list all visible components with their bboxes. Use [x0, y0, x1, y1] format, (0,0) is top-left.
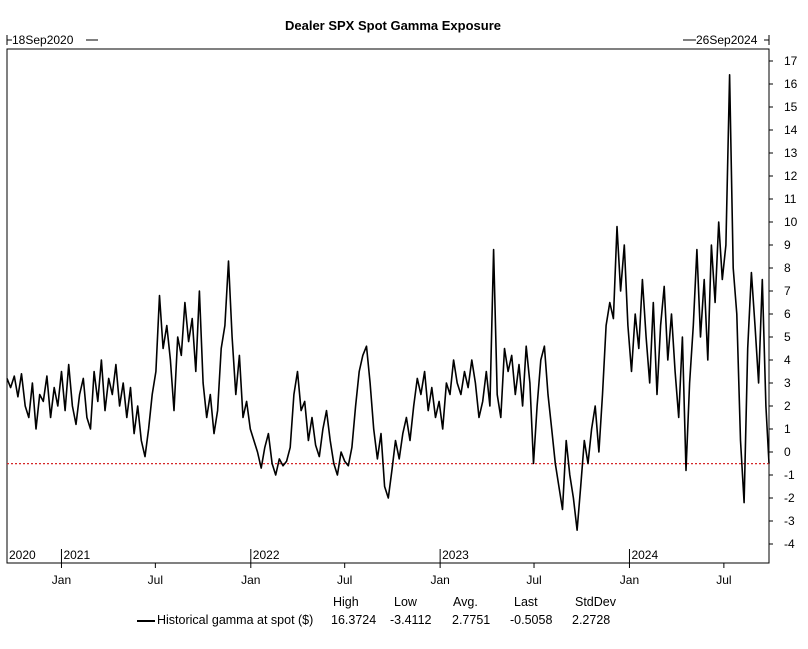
y-tick-label: 9 — [784, 238, 791, 252]
year-label: 2021 — [63, 548, 90, 562]
y-tick-label: 0 — [784, 445, 791, 459]
legend-line-swatch — [137, 620, 155, 622]
series-line — [6, 74, 770, 531]
legend-value-high: 16.3724 — [331, 613, 377, 627]
range-end-label: 26Sep2024 — [696, 33, 758, 47]
x-tick-label: Jan — [430, 573, 449, 587]
y-tick-label: 15 — [784, 100, 798, 114]
y-tick-label: 1 — [784, 422, 791, 436]
x-tick-label: Jan — [241, 573, 260, 587]
y-tick-label: 7 — [784, 284, 791, 298]
series-group — [6, 74, 770, 531]
year-label: 2022 — [253, 548, 280, 562]
year-label: 2020 — [9, 548, 36, 562]
range-start-label: 18Sep2020 — [12, 33, 74, 47]
y-tick-label: 6 — [784, 307, 791, 321]
x-tick-label: Jul — [337, 573, 352, 587]
legend-series-label: Historical gamma at spot ($) — [157, 613, 314, 627]
year-label: 2023 — [442, 548, 469, 562]
y-tick-label: 16 — [784, 77, 798, 91]
y-tick-label: 2 — [784, 399, 791, 413]
x-tick-label: Jan — [52, 573, 71, 587]
chart-title: Dealer SPX Spot Gamma Exposure — [285, 18, 501, 33]
y-tick-label: -1 — [784, 468, 795, 482]
y-tick-label: 17 — [784, 54, 798, 68]
range-end-marker: 26Sep2024 — [683, 33, 770, 47]
y-tick-label: -2 — [784, 491, 795, 505]
legend-header-stddev: StdDev — [575, 595, 616, 609]
y-tick-label: 5 — [784, 330, 791, 344]
plot-area — [6, 48, 770, 564]
x-tick-label: Jul — [716, 573, 731, 587]
legend-value-stddev: 2.2728 — [572, 613, 611, 627]
x-tick-label: Jul — [148, 573, 163, 587]
x-tick-label: Jul — [526, 573, 541, 587]
legend-header-low: Low — [394, 595, 417, 609]
y-tick-label: 11 — [784, 192, 797, 206]
legend-header-high: High — [333, 595, 359, 609]
y-tick-label: 10 — [784, 215, 798, 229]
y-tick-label: -3 — [784, 514, 795, 528]
legend-value-avg: 2.7751 — [452, 613, 491, 627]
y-tick-label: 3 — [784, 376, 791, 390]
y-tick-label: -4 — [784, 537, 795, 551]
range-start-marker: 18Sep2020 — [6, 33, 98, 47]
y-tick-label: 13 — [784, 146, 798, 160]
legend-value-low: -3.4112 — [390, 613, 432, 627]
legend: High Low Avg. Last StdDev Historical gam… — [0, 595, 808, 635]
y-tick-label: 8 — [784, 261, 791, 275]
legend-header-avg: Avg. — [453, 595, 478, 609]
y-tick-label: 12 — [784, 169, 798, 183]
y-tick-label: 4 — [784, 353, 791, 367]
legend-header-last: Last — [514, 595, 538, 609]
x-axis: 2020 2021 2022 2023 2024 Jan Jul Jan Jul Jan Jul Ja… — [9, 548, 732, 587]
x-tick-label: Jan — [620, 573, 639, 587]
y-tick-label: 14 — [784, 123, 798, 137]
legend-value-last: -0.5058 — [510, 613, 553, 627]
year-label: 2024 — [631, 548, 658, 562]
